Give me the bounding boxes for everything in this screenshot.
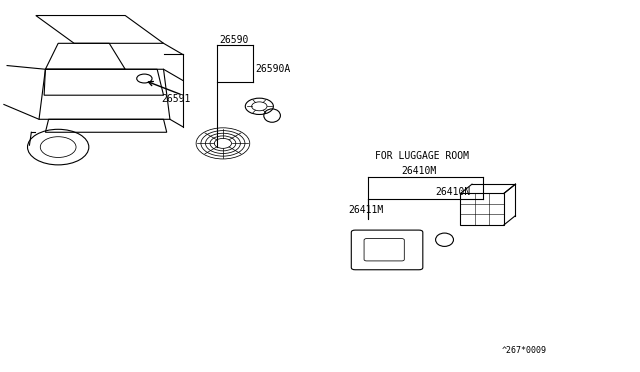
Bar — [461, 193, 504, 225]
Text: 26590A: 26590A — [255, 64, 290, 74]
Text: 26591: 26591 — [162, 94, 191, 104]
Text: 26411M: 26411M — [349, 205, 384, 215]
Text: 26590: 26590 — [219, 35, 248, 45]
Text: 26410N: 26410N — [435, 187, 470, 196]
Text: FOR LUGGAGE ROOM: FOR LUGGAGE ROOM — [375, 151, 469, 161]
Text: 26410M: 26410M — [401, 166, 436, 176]
Text: ^267*0009: ^267*0009 — [502, 346, 547, 355]
